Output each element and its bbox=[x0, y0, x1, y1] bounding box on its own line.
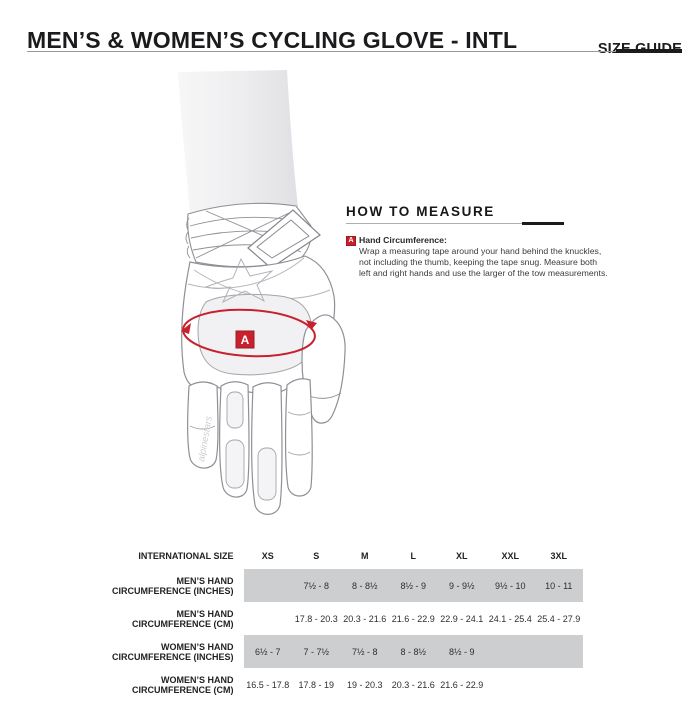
size-value-cell: 7½ - 8 bbox=[351, 646, 378, 657]
size-column-header: S bbox=[313, 551, 320, 561]
instruction-line: left and right hands and use the larger … bbox=[359, 267, 608, 278]
instruction-line: not including the thumb, keeping the tap… bbox=[359, 256, 598, 267]
size-value-cell: 8½ - 9 bbox=[400, 580, 426, 591]
size-column-header: XS bbox=[261, 551, 274, 561]
alpinestars-star-logo bbox=[204, 257, 274, 304]
glove-illustration: alpinestars A bbox=[178, 70, 346, 515]
cuff-strap bbox=[247, 209, 321, 269]
size-value-cell: 8½ - 9 bbox=[448, 646, 475, 657]
size-value-cell: 9 - 9½ bbox=[448, 580, 475, 591]
size-value-cell: 19 - 20.3 bbox=[346, 679, 383, 690]
how-to-measure-heading: HOW TO MEASURE bbox=[346, 204, 495, 219]
arm-silhouette bbox=[178, 70, 299, 240]
how-to-measure-section: HOW TO MEASURE A Hand Circumference: Wra… bbox=[346, 204, 646, 278]
size-column-header: XL bbox=[455, 551, 468, 561]
finger-pads bbox=[189, 391, 311, 501]
row-label: WOMEN’S HAND CIRCUMFERENCE (CM) bbox=[132, 674, 234, 695]
size-column-header: 3XL bbox=[550, 551, 567, 561]
size-value-cell: 8 - 8½ bbox=[400, 646, 426, 657]
size-table: INTERNATIONAL SIZE XS S M L XL XXL 3XL M… bbox=[105, 543, 583, 701]
instruction-title: Hand Circumference: bbox=[359, 235, 447, 245]
size-value-cell: 24.1 - 25.4 bbox=[488, 613, 532, 624]
how-to-divider bbox=[346, 223, 522, 224]
arrowhead-left bbox=[181, 323, 191, 334]
size-value-cell: 10 - 11 bbox=[545, 580, 573, 591]
row-label: MEN’S HAND CIRCUMFERENCE (CM) bbox=[132, 608, 234, 629]
table-header-row: INTERNATIONAL SIZE XS S M L XL XXL 3XL bbox=[105, 543, 583, 569]
row-label: MEN’S HAND CIRCUMFERENCE (INCHES) bbox=[112, 575, 234, 596]
table-row: WOMEN’S HAND CIRCUMFERENCE (CM) 16.5 - 1… bbox=[105, 668, 583, 701]
size-value-cell: 17.8 - 20.3 bbox=[294, 613, 338, 624]
size-value-cell: 21.6 - 22.9 bbox=[440, 679, 484, 690]
measurement-marker-a: A bbox=[235, 330, 255, 349]
measurement-ellipse bbox=[181, 308, 317, 358]
size-value-cell: 21.6 - 22.9 bbox=[391, 613, 435, 624]
how-to-divider-accent bbox=[522, 222, 564, 225]
size-value-cell: 25.4 - 27.9 bbox=[537, 613, 581, 624]
row-label: WOMEN’S HAND CIRCUMFERENCE (INCHES) bbox=[112, 641, 234, 662]
size-value-cell: 20.3 - 21.6 bbox=[343, 613, 387, 624]
table-row: WOMEN’S HAND CIRCUMFERENCE (INCHES) 6½ -… bbox=[105, 635, 583, 668]
measure-instruction: A Hand Circumference: Wrap a measuring t… bbox=[346, 235, 646, 278]
knuckle-pad bbox=[197, 293, 313, 376]
size-column-header: M bbox=[361, 551, 369, 561]
marker-a-icon: A bbox=[346, 236, 356, 246]
table-header-label: INTERNATIONAL SIZE bbox=[138, 551, 234, 561]
table-row: MEN’S HAND CIRCUMFERENCE (CM) 17.8 - 20.… bbox=[105, 602, 583, 635]
header-divider-accent bbox=[616, 49, 682, 53]
size-value-cell: 8 - 8½ bbox=[351, 580, 378, 591]
size-value-cell: 7½ - 8 bbox=[303, 580, 329, 591]
table-row: MEN’S HAND CIRCUMFERENCE (INCHES) 7½ - 8… bbox=[105, 569, 583, 602]
size-value-cell: 9½ - 10 bbox=[494, 580, 526, 591]
instruction-line: Wrap a measuring tape around your hand b… bbox=[359, 246, 602, 256]
size-value-cell: 20.3 - 21.6 bbox=[391, 679, 435, 690]
size-value-cell: 16.5 - 17.8 bbox=[246, 679, 290, 690]
page-title: MEN’S & WOMEN’S CYCLING GLOVE - INTL bbox=[27, 27, 518, 53]
size-value-cell: 7 - 7½ bbox=[303, 646, 329, 657]
svg-text:A: A bbox=[241, 333, 250, 347]
size-column-header: L bbox=[410, 551, 417, 561]
arrowhead-right bbox=[306, 320, 317, 330]
header-divider bbox=[27, 51, 682, 52]
size-value-cell: 6½ - 7 bbox=[254, 646, 281, 657]
size-value-cell: 17.8 - 19 bbox=[298, 679, 335, 690]
size-value-cell: 22.9 - 24.1 bbox=[440, 613, 484, 624]
size-column-header: XXL bbox=[501, 551, 519, 561]
